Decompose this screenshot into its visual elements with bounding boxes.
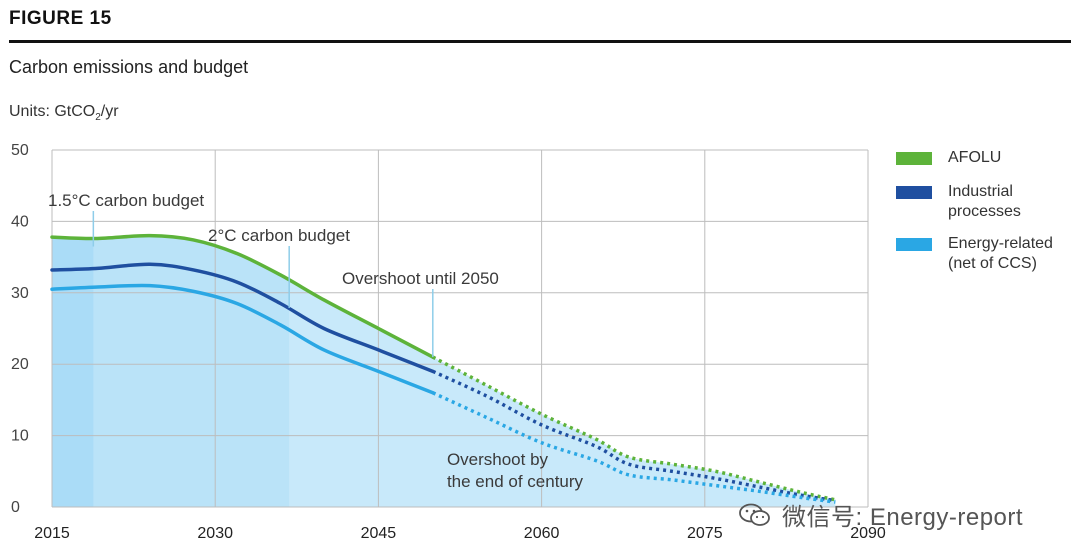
budget-band-2c xyxy=(52,235,290,507)
y-tick-label: 50 xyxy=(11,142,29,159)
overshoot-annotation: Overshoot by xyxy=(447,450,549,469)
budget-marker-label: Overshoot until 2050 xyxy=(342,269,499,288)
legend-swatch-industrial xyxy=(896,186,932,199)
legend-item-industrial: Industrial processes xyxy=(896,182,1076,222)
chart-title: Carbon emissions and budget xyxy=(9,57,249,77)
series-projection-energy xyxy=(432,391,836,504)
series-line-energy xyxy=(50,283,435,395)
budget-band-1-5c xyxy=(52,235,94,507)
legend-label-industrial: Industrial processes xyxy=(948,183,1021,220)
legend-swatch-afolu xyxy=(896,152,932,165)
x-tick-label: 2030 xyxy=(197,525,233,542)
units-subscript: 2 xyxy=(95,112,101,124)
units-text: Units: GtCO xyxy=(9,103,96,120)
watermark: 微信号: Energy-report xyxy=(738,497,1023,532)
budget-marker-label: 1.5°C carbon budget xyxy=(48,191,204,210)
overshoot-annotation: the end of century xyxy=(447,472,584,491)
units-label: Units: GtCO2/yr xyxy=(9,103,119,123)
y-tick-label: 10 xyxy=(11,428,29,445)
x-tick-label: 2090 xyxy=(850,525,886,542)
legend-item-afolu: AFOLU xyxy=(896,148,1076,170)
y-tick-label: 0 xyxy=(11,499,20,516)
watermark-text: 微信号: Energy-report xyxy=(782,504,1024,531)
series-line-afolu xyxy=(50,233,435,359)
series-line-industrial xyxy=(50,262,435,374)
legend-label-afolu: AFOLU xyxy=(948,149,1002,166)
title-rule xyxy=(9,40,1071,43)
x-tick-label: 2015 xyxy=(34,525,70,542)
series-projection-industrial xyxy=(432,369,836,503)
legend-swatch-energy xyxy=(896,238,932,251)
series-projection-afolu xyxy=(431,355,836,502)
x-tick-label: 2060 xyxy=(524,525,560,542)
budget-marker-label: 2°C carbon budget xyxy=(208,226,350,245)
units-suffix: /yr xyxy=(100,103,119,120)
y-tick-label: 40 xyxy=(11,213,29,230)
y-tick-label: 20 xyxy=(11,356,29,373)
x-tick-label: 2075 xyxy=(687,525,723,542)
y-tick-label: 30 xyxy=(11,285,29,302)
legend-item-energy: Energy-related (net of CCS) xyxy=(896,234,1076,274)
wechat-icon xyxy=(739,503,770,526)
x-tick-label: 2045 xyxy=(361,525,397,542)
figure-label: FIGURE 15 xyxy=(9,8,112,29)
legend: AFOLU Industrial processes Energy-relate… xyxy=(896,148,1076,286)
legend-label-energy: Energy-related (net of CCS) xyxy=(948,235,1053,272)
